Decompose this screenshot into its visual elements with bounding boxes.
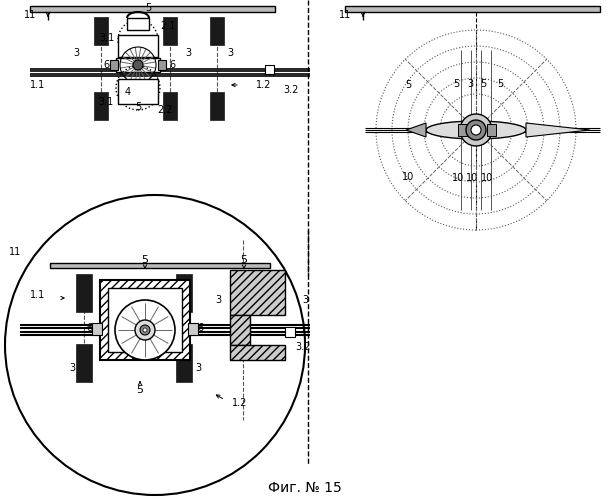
Text: 4: 4 <box>125 87 131 97</box>
Text: 4: 4 <box>140 324 146 334</box>
Text: 5: 5 <box>497 79 503 89</box>
Text: 3: 3 <box>195 363 201 373</box>
Text: 1.2: 1.2 <box>256 80 271 90</box>
Text: 11: 11 <box>339 10 351 20</box>
Text: 6: 6 <box>86 323 92 333</box>
Text: 1.1: 1.1 <box>30 290 45 300</box>
Circle shape <box>133 60 143 70</box>
Circle shape <box>115 300 175 360</box>
Bar <box>285 327 295 337</box>
Bar <box>230 315 250 345</box>
Bar <box>116 58 160 72</box>
Bar <box>100 280 190 360</box>
Bar <box>108 288 182 352</box>
Text: 5: 5 <box>405 80 411 90</box>
Text: 10: 10 <box>481 173 493 183</box>
Circle shape <box>135 320 155 340</box>
Bar <box>50 263 270 268</box>
Text: 3: 3 <box>302 295 308 305</box>
Bar <box>210 17 224 45</box>
Text: 5: 5 <box>145 3 151 13</box>
Text: Фиг. № 15: Фиг. № 15 <box>268 481 342 495</box>
Ellipse shape <box>426 121 526 139</box>
Bar <box>158 60 166 70</box>
Text: 3.2: 3.2 <box>296 342 311 352</box>
Text: 6: 6 <box>103 60 109 70</box>
Text: 3: 3 <box>69 363 75 373</box>
Bar <box>94 17 108 45</box>
Text: 3: 3 <box>467 79 473 89</box>
Bar <box>265 65 274 74</box>
Bar <box>118 79 158 104</box>
Text: 6: 6 <box>169 60 175 70</box>
Text: 10: 10 <box>452 173 464 183</box>
Bar <box>176 274 192 312</box>
Circle shape <box>140 325 150 335</box>
Bar <box>92 323 102 335</box>
Bar <box>110 60 118 70</box>
Text: 3: 3 <box>215 295 221 305</box>
Bar <box>345 6 600 12</box>
Text: 10: 10 <box>466 173 478 183</box>
Circle shape <box>471 125 481 135</box>
Bar <box>210 92 224 120</box>
Text: 11: 11 <box>9 247 21 257</box>
Bar <box>163 92 177 120</box>
Bar <box>127 18 149 30</box>
Bar <box>230 345 285 360</box>
Text: 5: 5 <box>136 385 143 395</box>
Bar <box>487 124 496 136</box>
Text: 3.1: 3.1 <box>99 33 114 43</box>
Bar <box>163 17 177 45</box>
Text: 5: 5 <box>135 102 141 112</box>
Bar <box>76 344 92 382</box>
Text: 5: 5 <box>453 79 459 89</box>
Bar <box>458 124 467 136</box>
Bar <box>94 92 108 120</box>
Text: 10: 10 <box>402 172 414 182</box>
Text: 11: 11 <box>24 10 36 20</box>
Text: 3: 3 <box>73 48 79 58</box>
Text: 3: 3 <box>185 48 191 58</box>
Text: 1.1: 1.1 <box>30 80 45 90</box>
Text: 5: 5 <box>480 79 486 89</box>
Bar <box>118 35 158 57</box>
Polygon shape <box>526 123 590 137</box>
Text: 5: 5 <box>141 255 149 265</box>
Bar <box>176 344 192 382</box>
Polygon shape <box>406 123 426 137</box>
Circle shape <box>143 328 147 332</box>
Bar <box>230 270 285 315</box>
Text: 3.2: 3.2 <box>283 85 299 95</box>
Text: 3.1: 3.1 <box>99 97 114 107</box>
Bar <box>30 6 275 12</box>
Bar <box>76 274 92 312</box>
Text: 2.1: 2.1 <box>160 21 176 31</box>
Text: 6: 6 <box>197 323 203 333</box>
Circle shape <box>466 120 486 140</box>
Text: 2.2: 2.2 <box>157 105 173 115</box>
Text: 5: 5 <box>241 255 247 265</box>
Circle shape <box>460 114 492 146</box>
Text: 3: 3 <box>227 48 233 58</box>
Bar <box>188 323 198 335</box>
Text: 1.2: 1.2 <box>232 398 247 408</box>
